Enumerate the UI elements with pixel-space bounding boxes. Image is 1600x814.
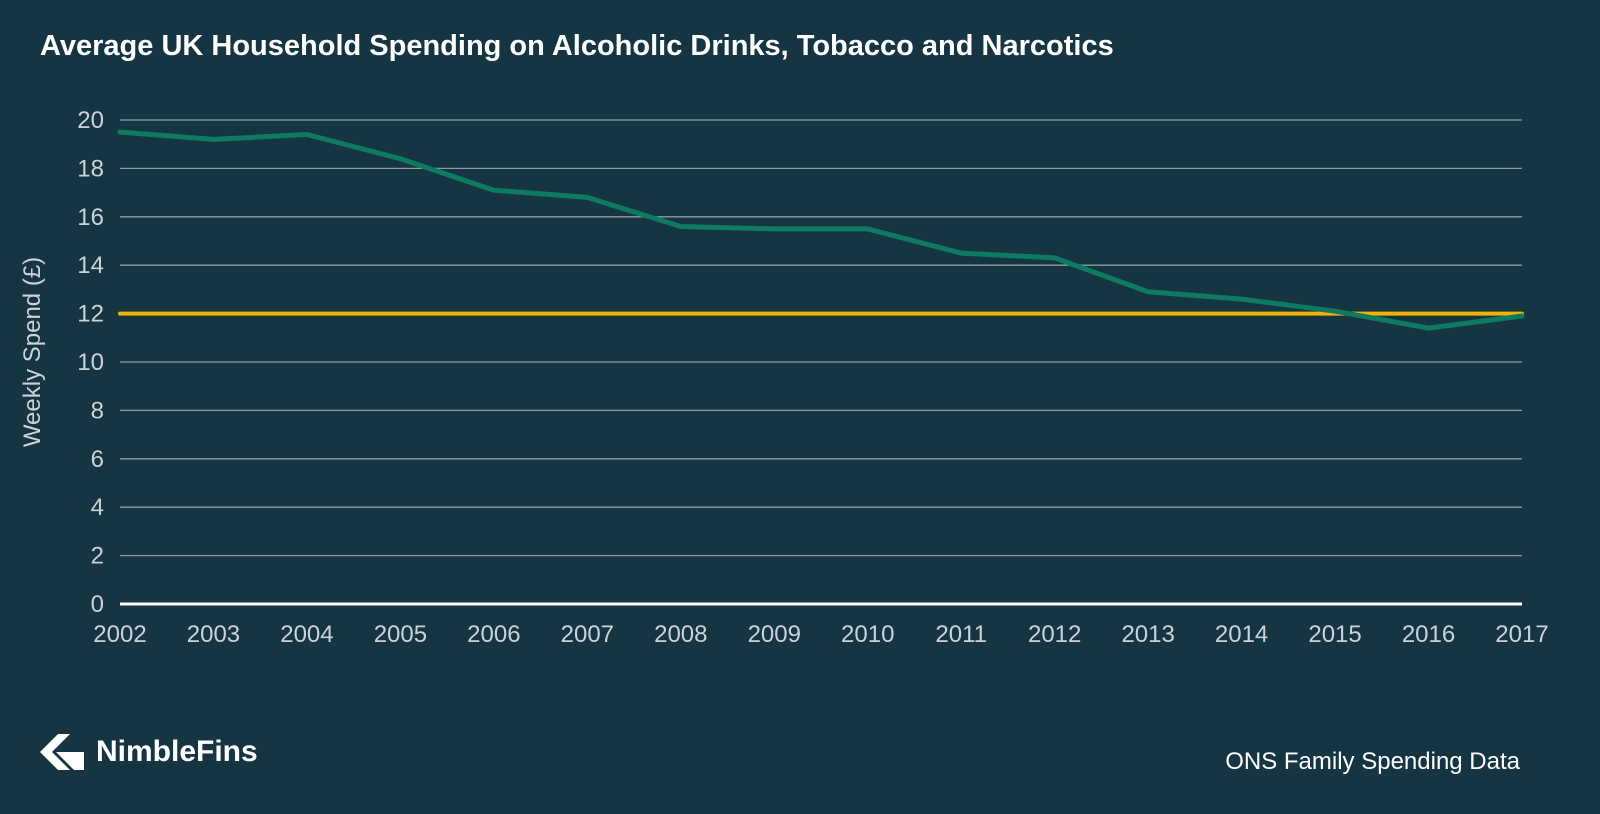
x-tick-label: 2006 [467,621,520,648]
x-tick-label: 2017 [1495,621,1548,648]
y-axis-ticks: 0 2 4 6 8 10 12 14 16 18 20 [77,107,104,618]
x-tick-label: 2015 [1308,621,1361,648]
y-tick-label: 2 [91,543,104,570]
y-tick-label: 6 [91,446,104,473]
x-tick-label: 2004 [280,621,333,648]
x-tick-label: 2011 [935,621,987,648]
brand: NimbleFins [40,734,258,770]
x-tick-label: 2014 [1215,621,1268,648]
series-line-weekly-spend [117,129,1525,331]
y-tick-label: 0 [91,591,104,618]
y-tick-label: 8 [91,397,104,424]
source-note: ONS Family Spending Data [1225,748,1520,775]
y-tick-label: 14 [77,252,104,279]
nimblefins-logo-icon [40,734,84,770]
series-lines [117,129,1525,331]
x-tick-label: 2008 [654,621,707,648]
x-tick-label: 2007 [561,621,614,648]
x-axis-ticks: 2002 2003 2004 2005 2006 2007 2008 2009 2010 2011… [93,621,1548,648]
x-tick-label: 2016 [1402,621,1455,648]
chart-title: Average UK Household Spending on Alcohol… [40,30,1114,62]
y-tick-label: 12 [77,301,104,328]
y-tick-label: 10 [77,349,104,376]
x-tick-label: 2010 [841,621,894,648]
y-tick-label: 18 [77,155,104,182]
y-tick-label: 20 [77,107,104,134]
x-tick-label: 2005 [374,621,427,648]
y-tick-label: 16 [77,204,104,231]
y-tick-label: 4 [91,494,104,521]
x-tick-label: 2002 [93,621,146,648]
brand-name: NimbleFins [96,735,258,768]
x-tick-label: 2012 [1028,621,1081,648]
x-tick-label: 2009 [748,621,801,648]
x-tick-label: 2013 [1121,621,1174,648]
y-axis-label: Weekly Spend (£) [19,257,46,447]
x-tick-label: 2003 [187,621,240,648]
gridlines [120,119,1522,606]
